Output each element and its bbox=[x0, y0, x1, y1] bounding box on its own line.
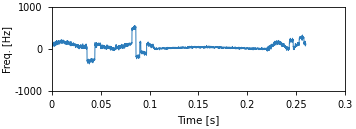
X-axis label: Time [s]: Time [s] bbox=[177, 116, 220, 126]
Y-axis label: Freq. [Hz]: Freq. [Hz] bbox=[4, 26, 14, 73]
